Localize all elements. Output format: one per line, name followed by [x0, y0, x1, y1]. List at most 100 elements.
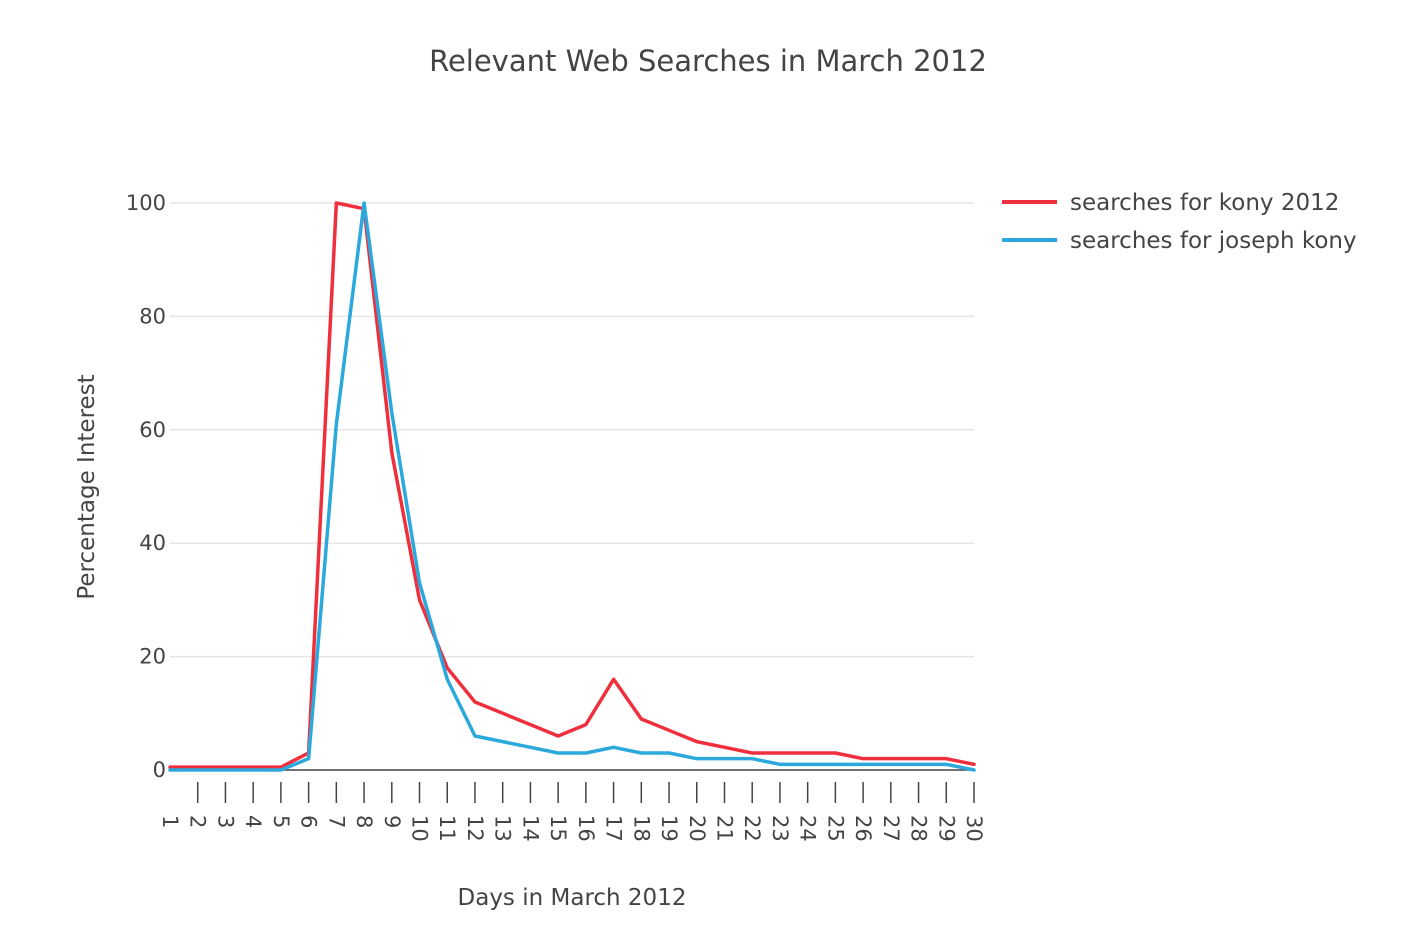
data-point — [418, 598, 421, 601]
data-point — [529, 723, 532, 726]
data-point — [252, 766, 255, 769]
data-point — [945, 757, 948, 760]
data-point — [778, 751, 781, 754]
data-point — [446, 666, 449, 669]
data-point — [224, 769, 227, 772]
data-point — [473, 700, 476, 703]
series-line-2 — [168, 201, 976, 772]
y-axis-title: Percentage Interest — [74, 374, 100, 599]
data-point — [640, 751, 643, 754]
data-point — [751, 751, 754, 754]
data-point — [723, 746, 726, 749]
y-tick-label: 20 — [139, 645, 166, 669]
x-tick-label: 3 — [213, 815, 237, 828]
legend-label: searches for joseph kony — [1070, 228, 1357, 254]
y-axis-ticks: 0 20 40 60 80 100 — [126, 191, 166, 782]
data-point — [169, 769, 172, 772]
data-point — [917, 757, 920, 760]
x-tick-label: 28 — [907, 815, 931, 842]
data-point — [418, 581, 421, 584]
data-point — [196, 766, 199, 769]
x-tick-label: 13 — [491, 815, 515, 842]
data-point — [501, 740, 504, 743]
data-point — [695, 757, 698, 760]
data-point — [640, 717, 643, 720]
data-point — [612, 746, 615, 749]
data-point — [196, 769, 199, 772]
data-point — [584, 723, 587, 726]
y-tick-label: 80 — [139, 304, 166, 328]
data-point — [390, 411, 393, 414]
x-tick-label: 25 — [823, 815, 847, 842]
y-tick-label: 60 — [139, 418, 166, 442]
x-tick-label: 19 — [657, 815, 681, 842]
x-tick-label: 5 — [269, 815, 293, 828]
data-point — [695, 740, 698, 743]
data-point — [390, 451, 393, 454]
data-point — [335, 202, 338, 205]
gridlines — [170, 202, 974, 658]
x-tick-label: 23 — [768, 815, 792, 842]
x-tick-label: 4 — [241, 815, 265, 828]
data-point — [889, 757, 892, 760]
chart-title: Relevant Web Searches in March 2012 — [429, 44, 987, 78]
data-point — [446, 678, 449, 681]
y-tick-label: 100 — [126, 191, 166, 215]
x-tick-label: 22 — [740, 815, 764, 842]
data-point — [834, 763, 837, 766]
x-tick-label: 10 — [408, 815, 432, 842]
x-tick-label: 2 — [186, 815, 210, 828]
y-tick-label: 40 — [139, 531, 166, 555]
x-tick-label: 15 — [546, 815, 570, 842]
x-tick-label: 11 — [435, 815, 459, 842]
data-point — [945, 763, 948, 766]
series-line-1 — [168, 201, 976, 769]
x-tick-label: 18 — [629, 815, 653, 842]
data-point — [723, 757, 726, 760]
x-axis-title: Days in March 2012 — [458, 885, 687, 911]
x-tick-label: 14 — [518, 815, 542, 842]
data-point — [862, 763, 865, 766]
x-tick-label: 29 — [934, 815, 958, 842]
data-point — [806, 751, 809, 754]
legend: searches for kony 2012 searches for josep… — [1002, 190, 1357, 254]
data-point — [584, 751, 587, 754]
data-point — [917, 763, 920, 766]
x-tick-label: 7 — [324, 815, 348, 828]
data-point — [363, 202, 366, 205]
x-tick-label: 9 — [380, 815, 404, 828]
x-axis-ticks: 1 2 3 4 5 6 7 8 9 10 11 12 13 14 15 16 17 18 19 20 21 22 23 24 2… — [158, 782, 986, 842]
data-point — [501, 712, 504, 715]
data-point — [612, 678, 615, 681]
x-tick-label: 1 — [158, 815, 182, 828]
x-tick-label: 16 — [574, 815, 598, 842]
x-tick-label: 24 — [796, 815, 820, 842]
data-point — [862, 757, 865, 760]
x-tick-label: 27 — [879, 815, 903, 842]
data-point — [889, 763, 892, 766]
data-point — [307, 757, 310, 760]
x-tick-label: 12 — [463, 815, 487, 842]
data-point — [335, 423, 338, 426]
data-point — [973, 769, 976, 772]
data-point — [224, 766, 227, 769]
data-point — [252, 769, 255, 772]
x-tick-label: 30 — [962, 815, 986, 842]
data-point — [279, 769, 282, 772]
series-lines — [168, 201, 976, 772]
x-tick-label: 6 — [297, 815, 321, 828]
data-point — [973, 763, 976, 766]
y-tick-label: 0 — [153, 758, 166, 782]
x-tick-label: 8 — [352, 815, 376, 828]
x-tick-label: 17 — [602, 815, 626, 842]
data-point — [557, 751, 560, 754]
data-point — [473, 734, 476, 737]
data-point — [557, 734, 560, 737]
data-point — [529, 746, 532, 749]
data-point — [806, 763, 809, 766]
legend-label: searches for kony 2012 — [1070, 190, 1339, 216]
data-point — [778, 763, 781, 766]
data-point — [668, 729, 671, 732]
x-tick-label: 26 — [851, 815, 875, 842]
